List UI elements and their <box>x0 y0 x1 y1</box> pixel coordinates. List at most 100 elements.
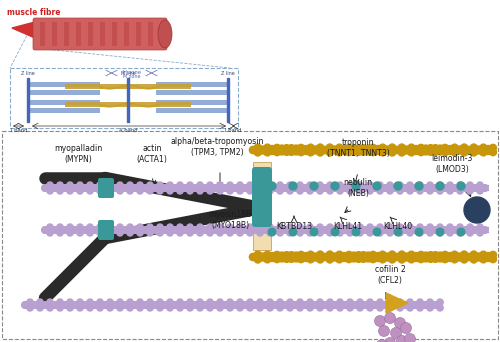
Circle shape <box>282 185 288 191</box>
Circle shape <box>396 336 407 342</box>
Circle shape <box>112 302 118 308</box>
Circle shape <box>382 227 388 233</box>
Circle shape <box>402 227 408 233</box>
Circle shape <box>327 229 333 236</box>
Circle shape <box>52 185 58 191</box>
Circle shape <box>62 302 68 308</box>
Circle shape <box>247 182 253 188</box>
Circle shape <box>197 299 203 305</box>
Circle shape <box>47 305 53 311</box>
Circle shape <box>322 302 328 308</box>
Circle shape <box>346 251 352 258</box>
Circle shape <box>482 185 488 191</box>
Circle shape <box>112 227 118 233</box>
Circle shape <box>182 302 188 308</box>
Circle shape <box>387 224 393 231</box>
Circle shape <box>417 224 423 231</box>
Circle shape <box>137 182 143 188</box>
Circle shape <box>355 145 362 152</box>
Circle shape <box>402 185 408 191</box>
Circle shape <box>417 188 423 194</box>
Circle shape <box>452 227 458 233</box>
Circle shape <box>192 302 198 308</box>
Circle shape <box>282 227 288 233</box>
Circle shape <box>302 302 308 308</box>
Circle shape <box>297 182 303 188</box>
Circle shape <box>398 251 406 258</box>
Circle shape <box>283 255 290 262</box>
Circle shape <box>62 302 68 308</box>
Circle shape <box>392 185 398 191</box>
Circle shape <box>322 185 328 191</box>
Circle shape <box>137 229 143 236</box>
Circle shape <box>456 253 463 260</box>
Circle shape <box>302 227 308 233</box>
Circle shape <box>417 229 423 236</box>
Circle shape <box>352 182 360 190</box>
Bar <box>76 22 81 46</box>
Circle shape <box>312 302 318 308</box>
Circle shape <box>268 252 276 260</box>
Circle shape <box>277 188 283 194</box>
Circle shape <box>262 185 268 191</box>
Circle shape <box>207 299 213 305</box>
Circle shape <box>312 185 318 191</box>
Circle shape <box>446 145 454 153</box>
FancyBboxPatch shape <box>65 102 191 107</box>
Circle shape <box>355 252 362 259</box>
Circle shape <box>352 302 358 308</box>
FancyBboxPatch shape <box>156 82 228 87</box>
Circle shape <box>259 147 266 154</box>
Circle shape <box>192 227 198 233</box>
Circle shape <box>403 146 410 153</box>
Circle shape <box>42 302 48 308</box>
Circle shape <box>394 182 402 190</box>
Circle shape <box>408 144 415 151</box>
Polygon shape <box>386 293 408 313</box>
Circle shape <box>490 144 496 151</box>
Circle shape <box>377 299 383 305</box>
Circle shape <box>332 185 338 191</box>
Circle shape <box>92 302 98 308</box>
Circle shape <box>207 229 213 236</box>
Circle shape <box>447 229 453 236</box>
Circle shape <box>340 147 347 155</box>
Circle shape <box>157 224 163 231</box>
Circle shape <box>437 229 443 236</box>
Circle shape <box>307 188 313 194</box>
Circle shape <box>437 182 443 188</box>
Circle shape <box>137 305 143 311</box>
Circle shape <box>432 227 438 233</box>
Circle shape <box>172 227 178 233</box>
Circle shape <box>456 254 463 261</box>
Circle shape <box>252 185 258 191</box>
Circle shape <box>162 302 168 308</box>
Circle shape <box>187 188 193 194</box>
Text: M line: M line <box>120 71 136 76</box>
Circle shape <box>404 333 415 342</box>
Circle shape <box>127 224 133 231</box>
Circle shape <box>67 299 73 305</box>
Circle shape <box>464 197 490 223</box>
Circle shape <box>392 302 398 308</box>
Circle shape <box>332 302 338 308</box>
Circle shape <box>268 228 276 236</box>
Circle shape <box>237 182 243 188</box>
Circle shape <box>307 224 313 231</box>
Circle shape <box>347 188 353 194</box>
Circle shape <box>202 302 208 308</box>
Circle shape <box>436 252 444 259</box>
Circle shape <box>162 185 168 191</box>
Circle shape <box>377 182 383 188</box>
Circle shape <box>297 229 303 236</box>
Circle shape <box>292 255 300 262</box>
Circle shape <box>302 252 310 260</box>
Circle shape <box>117 188 123 194</box>
Circle shape <box>122 302 128 308</box>
Circle shape <box>217 305 223 311</box>
Circle shape <box>259 253 266 260</box>
Circle shape <box>182 227 188 233</box>
Circle shape <box>307 256 314 263</box>
Circle shape <box>292 185 298 191</box>
Circle shape <box>22 302 28 308</box>
